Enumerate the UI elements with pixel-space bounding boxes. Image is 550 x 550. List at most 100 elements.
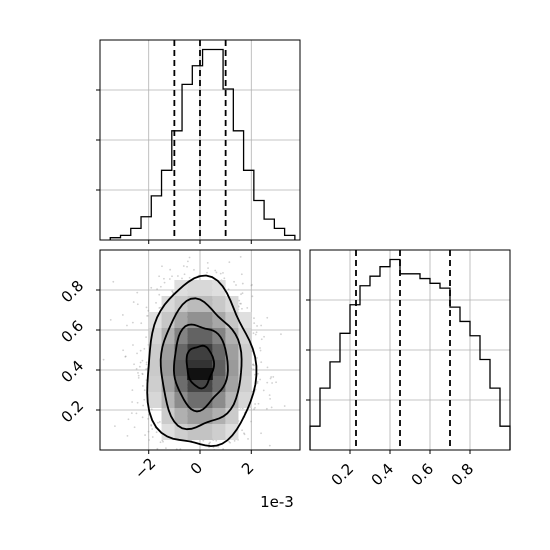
density-cell [238, 392, 252, 408]
hist1-frame [99, 39, 301, 241]
scatter-point [247, 438, 249, 440]
scatter-point [181, 277, 183, 280]
scatter-point [260, 324, 263, 327]
scatter-point [172, 291, 174, 294]
density-cell [161, 296, 175, 312]
density-cell [187, 280, 200, 296]
scatter-point [143, 398, 146, 401]
scatter-point [135, 412, 138, 415]
scatter-point [206, 271, 208, 274]
scatter-point [266, 381, 269, 384]
scatter-point [256, 325, 258, 327]
density-cell [148, 376, 162, 392]
scatter-point [130, 412, 133, 415]
scatter-point [171, 290, 174, 293]
scatter-point [136, 303, 139, 306]
scatter-point [136, 401, 139, 404]
scatter-point [124, 355, 127, 358]
scatter-point [250, 284, 253, 287]
scatter-point [253, 317, 255, 320]
scatter-point [251, 295, 254, 298]
scatter-point [268, 394, 271, 397]
scatter-point [143, 347, 146, 350]
scatter-point [165, 447, 167, 450]
density-cell [212, 360, 226, 376]
density-cell [225, 312, 239, 328]
scatter-point [158, 421, 161, 423]
scatter-point [135, 368, 138, 370]
density-cell [225, 360, 239, 376]
scatter-point [126, 434, 129, 437]
density-cell [212, 424, 226, 440]
scatter-point [227, 288, 230, 291]
density-cell [187, 328, 200, 344]
joint-inner [100, 250, 300, 450]
scatter-point [241, 429, 243, 432]
scatter-point [252, 363, 255, 366]
scatter-point [112, 280, 115, 283]
scatter-point [257, 372, 259, 375]
scatter-point [114, 425, 116, 428]
scatter-point [156, 447, 159, 450]
contour-level-3 [159, 297, 243, 431]
scatter-point [259, 349, 262, 352]
scatter-point [263, 335, 265, 338]
density-cell [225, 328, 239, 344]
xtick-label-param2-0: 0.2 [328, 460, 358, 490]
ytick-label-param2-0: 0.2 [58, 397, 88, 427]
density-cell [212, 280, 226, 296]
density-cell [174, 392, 188, 408]
scatter-point [144, 434, 146, 436]
density-peak-cell [187, 368, 213, 380]
scatter-point [139, 349, 142, 352]
scatter-point [255, 331, 258, 334]
scatter-point [266, 366, 269, 369]
scatter-point [208, 442, 211, 445]
scatter-point [256, 357, 258, 359]
scatter-point [169, 268, 172, 271]
scatter-point [155, 301, 157, 304]
scatter-point [132, 301, 135, 303]
scatter-point [283, 405, 286, 407]
scatter-point [202, 439, 205, 442]
scatter-point [240, 302, 242, 305]
scatter-point [188, 276, 191, 279]
scatter-point [269, 397, 272, 400]
scatter-point [260, 432, 262, 435]
scatter-point [102, 358, 105, 361]
scatter-point [168, 278, 171, 280]
scatter-point [251, 363, 254, 366]
density-cell [212, 312, 226, 328]
scatter-point [150, 286, 153, 289]
scatter-point [254, 373, 256, 376]
ytick-label-param2-3: 0.8 [58, 277, 88, 307]
scatter-point [265, 407, 268, 410]
hist-panel-param-2 [306, 249, 511, 454]
scatter-point [141, 373, 144, 376]
scatter-point [238, 299, 241, 302]
density-cell [148, 344, 162, 360]
scatter-point [228, 261, 231, 264]
scatter-point [235, 284, 237, 286]
scatter-point [138, 365, 141, 368]
scatter-point [131, 401, 134, 403]
density-cell [200, 312, 213, 328]
scatter-point [126, 324, 128, 327]
scatter-point [141, 372, 144, 375]
density-cell [174, 344, 188, 360]
scatter-point [188, 256, 191, 259]
density-cell [200, 424, 213, 440]
hist-panel-param-1 [96, 39, 301, 244]
density-cell [174, 360, 188, 376]
density-cell [225, 344, 239, 360]
scatter-point [269, 377, 272, 380]
scatter-point [142, 404, 145, 407]
scatter-point [122, 349, 125, 352]
scatter-point [159, 306, 162, 309]
density-cell [225, 408, 239, 424]
scatter-point [140, 322, 143, 325]
scatter-point [233, 439, 236, 442]
scatter-point [155, 431, 158, 434]
scatter-point [253, 364, 255, 367]
scatter-point [271, 382, 274, 384]
